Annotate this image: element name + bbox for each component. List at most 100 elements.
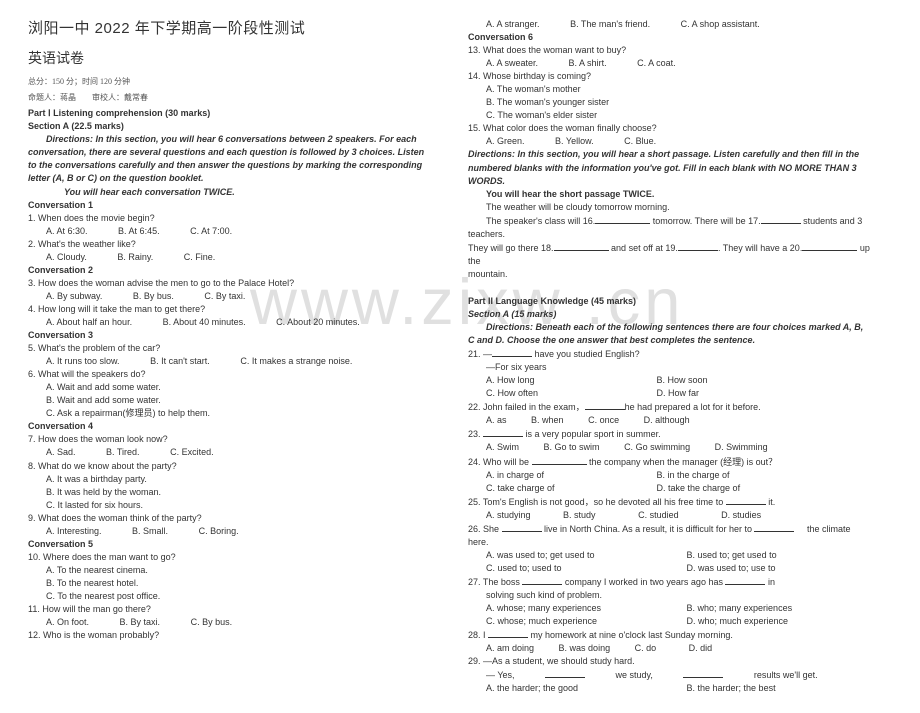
q26-A: A. was used to; get used to	[486, 549, 656, 562]
q21-C: C. How often	[486, 387, 626, 400]
q29-l2: — Yes, we study, results we'll get.	[468, 668, 872, 682]
exam-title: 浏阳一中 2022 年下学期高一阶段性测试	[28, 18, 432, 40]
q8-C: C. It lasted for six hours.	[28, 499, 432, 512]
q11-C: C. By bus.	[191, 617, 233, 627]
q23-D: D. Swimming	[715, 442, 768, 452]
q26-D: D. was used to; use to	[687, 563, 776, 573]
q7-B: B. Tired.	[106, 447, 140, 457]
q22-a: 22. John failed in the exam，	[468, 402, 585, 412]
q24-C: C. take charge of	[486, 482, 626, 495]
q4-opts: A. About half an hour. B. About 40 minut…	[28, 316, 432, 329]
q22-D: D. although	[644, 415, 690, 425]
passage-l1: The weather will be cloudy tomorrow morn…	[468, 201, 872, 214]
q29-A: A. the harder; the good	[486, 682, 656, 695]
q13-C: C. A coat.	[637, 58, 676, 68]
part2-title: Part II Language Knowledge (45 marks)	[468, 295, 872, 308]
q13-opts: A. A sweater. B. A shirt. C. A coat.	[468, 57, 872, 70]
q27-opts-row1: A. whose; many experiences B. who; many …	[468, 602, 872, 615]
q23-opts: A. Swim B. Go to swim C. Go swimming D. …	[468, 441, 872, 454]
q11: 11. How will the man go there?	[28, 603, 432, 616]
q23-b: is a very popular sport in summer.	[523, 429, 661, 439]
q27-D: D. who; much experience	[687, 616, 789, 626]
q15-C: C. Blue.	[624, 136, 656, 146]
q23-C: C. Go swimming	[624, 442, 690, 452]
q28: 28. I my homework at nine o'clock last S…	[468, 628, 872, 642]
q22-B: B. when	[531, 415, 564, 425]
q15-A: A. Green.	[486, 136, 525, 146]
q12-A: A. A stranger.	[486, 19, 540, 29]
q22-A: A. as	[486, 415, 507, 425]
page-container: 浏阳一中 2022 年下学期高一阶段性测试 英语试卷 总分：150 分；时间 1…	[0, 0, 920, 713]
blank-22	[585, 400, 625, 410]
score-time: 总分：150 分；时间 120 分钟	[28, 76, 432, 88]
q11-B: B. By taxi.	[120, 617, 161, 627]
author-line: 命题人：蒋晶 审校人：戴常春	[28, 92, 432, 104]
q27-a: 27. The boss	[468, 577, 522, 587]
q8-B: B. It was held by the woman.	[28, 486, 432, 499]
blank-16	[595, 214, 650, 224]
q25-b: it.	[766, 497, 776, 507]
blank-28	[488, 628, 528, 638]
q25: 25. Tom's English is not good，so he devo…	[468, 495, 872, 509]
passage-l3: They will go there 18. and set off at 19…	[468, 241, 872, 268]
q27-B: B. who; many experiences	[687, 603, 793, 613]
q26-opts-row2: C. used to; used to D. was used to; use …	[468, 562, 872, 575]
passage-l3b: and set off at 19.	[609, 243, 678, 253]
passage-l2b: tomorrow. There will be 17.	[650, 216, 760, 226]
sectionB-lead: Directions:	[468, 149, 515, 159]
q1-B: B. At 6:45.	[118, 226, 160, 236]
q15: 15. What color does the woman finally ch…	[468, 122, 872, 135]
q21-B: B. How soon	[657, 375, 708, 385]
q29-l2a: — Yes,	[486, 670, 517, 680]
q9-C: C. Boring.	[199, 526, 239, 536]
sectionA2-title: Section A (15 marks)	[468, 308, 872, 321]
directions-twice: You will hear each conversation TWICE.	[28, 186, 432, 199]
q2-A: A. Cloudy.	[46, 252, 87, 262]
conv2-title: Conversation 2	[28, 264, 432, 277]
part1-title: Part Ⅰ Listening comprehension (30 marks…	[28, 107, 432, 120]
conv4-title: Conversation 4	[28, 420, 432, 433]
directions-1: Directions: In this section, you will he…	[28, 133, 432, 185]
directions2-lead: Directions:	[486, 322, 533, 332]
q26: 26. She live in North China. As a result…	[468, 522, 872, 549]
sectionA2-title-text: Section A (15 marks)	[468, 309, 556, 319]
q28-A: A. am doing	[486, 643, 534, 653]
blank-25	[726, 495, 766, 505]
q12-opts: A. A stranger. B. The man's friend. C. A…	[468, 18, 872, 31]
right-column: A. A stranger. B. The man's friend. C. A…	[468, 18, 872, 695]
q25-a: 25. Tom's English is not good，so he devo…	[468, 497, 726, 507]
q28-D: D. did	[689, 643, 713, 653]
q27-c: in	[765, 577, 775, 587]
q5-C: C. It makes a strange noise.	[240, 356, 352, 366]
q14-C: C. The woman's elder sister	[468, 109, 872, 122]
blank-26a	[502, 522, 542, 532]
blank-17	[761, 214, 801, 224]
blank-29b	[683, 668, 723, 678]
q21-A: A. How long	[486, 374, 626, 387]
q7-C: C. Excited.	[170, 447, 214, 457]
blank-18	[554, 241, 609, 251]
q21-a: 21. —	[468, 349, 492, 359]
q29-B: B. the harder; the best	[687, 683, 776, 693]
conv5-title: Conversation 5	[28, 538, 432, 551]
q6: 6. What will the speakers do?	[28, 368, 432, 381]
q24-b: the company when the manager (经理) is out…	[587, 457, 778, 467]
q29-l2b: we study,	[613, 670, 655, 680]
passage-twice-text: You will hear the short passage TWICE.	[486, 189, 654, 199]
q1: 1. When does the movie begin?	[28, 212, 432, 225]
q6-A: A. Wait and add some water.	[28, 381, 432, 394]
q21: 21. — have you studied English?	[468, 347, 872, 361]
q21-D: D. How far	[657, 388, 700, 398]
q25-D: D. studies	[721, 510, 761, 520]
blank-27a	[522, 575, 562, 585]
passage-l3c: . They will have a 20.	[718, 243, 802, 253]
q27-C: C. whose; much experience	[486, 615, 656, 628]
q5-opts: A. It runs too slow. B. It can't start. …	[28, 355, 432, 368]
q13-A: A. A sweater.	[486, 58, 538, 68]
q24-A: A. in charge of	[486, 469, 626, 482]
blank-26b	[754, 522, 794, 532]
q21-opts-row1: A. How long B. How soon	[468, 374, 872, 387]
q29-opts: A. the harder; the good B. the harder; t…	[468, 682, 872, 695]
q10: 10. Where does the man want to go?	[28, 551, 432, 564]
q2-B: B. Rainy.	[117, 252, 153, 262]
